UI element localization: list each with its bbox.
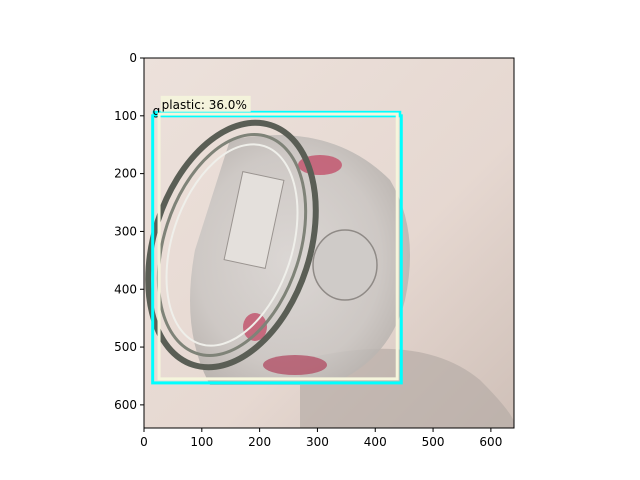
y-tick-label: 0 xyxy=(129,51,137,65)
x-tick-label: 0 xyxy=(140,435,148,449)
y-tick-label: 100 xyxy=(114,109,137,123)
x-axis: 0 100 200 300 400 500 600 xyxy=(140,428,502,449)
jar-base xyxy=(312,229,378,301)
y-tick-label: 300 xyxy=(114,224,137,238)
axes-frame xyxy=(143,57,515,429)
y-tick-label: 600 xyxy=(114,398,137,412)
detection-label: plastic: 36.0% xyxy=(162,98,247,112)
y-tick-label: 200 xyxy=(114,167,137,181)
x-tick-label: 300 xyxy=(306,435,329,449)
jar-mouth-highlight xyxy=(165,143,299,347)
detections: g plastic: 36.0% xyxy=(151,95,403,385)
y-axis: 0 100 200 300 400 500 600 xyxy=(114,51,144,412)
x-tick-label: 100 xyxy=(190,435,213,449)
y-tick-label: 400 xyxy=(114,282,137,296)
x-tick-label: 200 xyxy=(248,435,271,449)
jar-mouth-inner xyxy=(156,133,308,357)
detection-label-prefix: g xyxy=(153,104,161,118)
detection-label-bg xyxy=(160,95,251,112)
jar-label xyxy=(223,171,285,269)
x-tick-label: 500 xyxy=(422,435,445,449)
x-tick-label: 400 xyxy=(364,435,387,449)
photo xyxy=(144,58,514,428)
x-tick-label: 600 xyxy=(479,435,502,449)
jar-pink-bottom xyxy=(243,313,267,341)
jar-pink-base xyxy=(263,355,327,375)
y-tick-label: 500 xyxy=(114,340,137,354)
detection-box xyxy=(157,112,399,381)
